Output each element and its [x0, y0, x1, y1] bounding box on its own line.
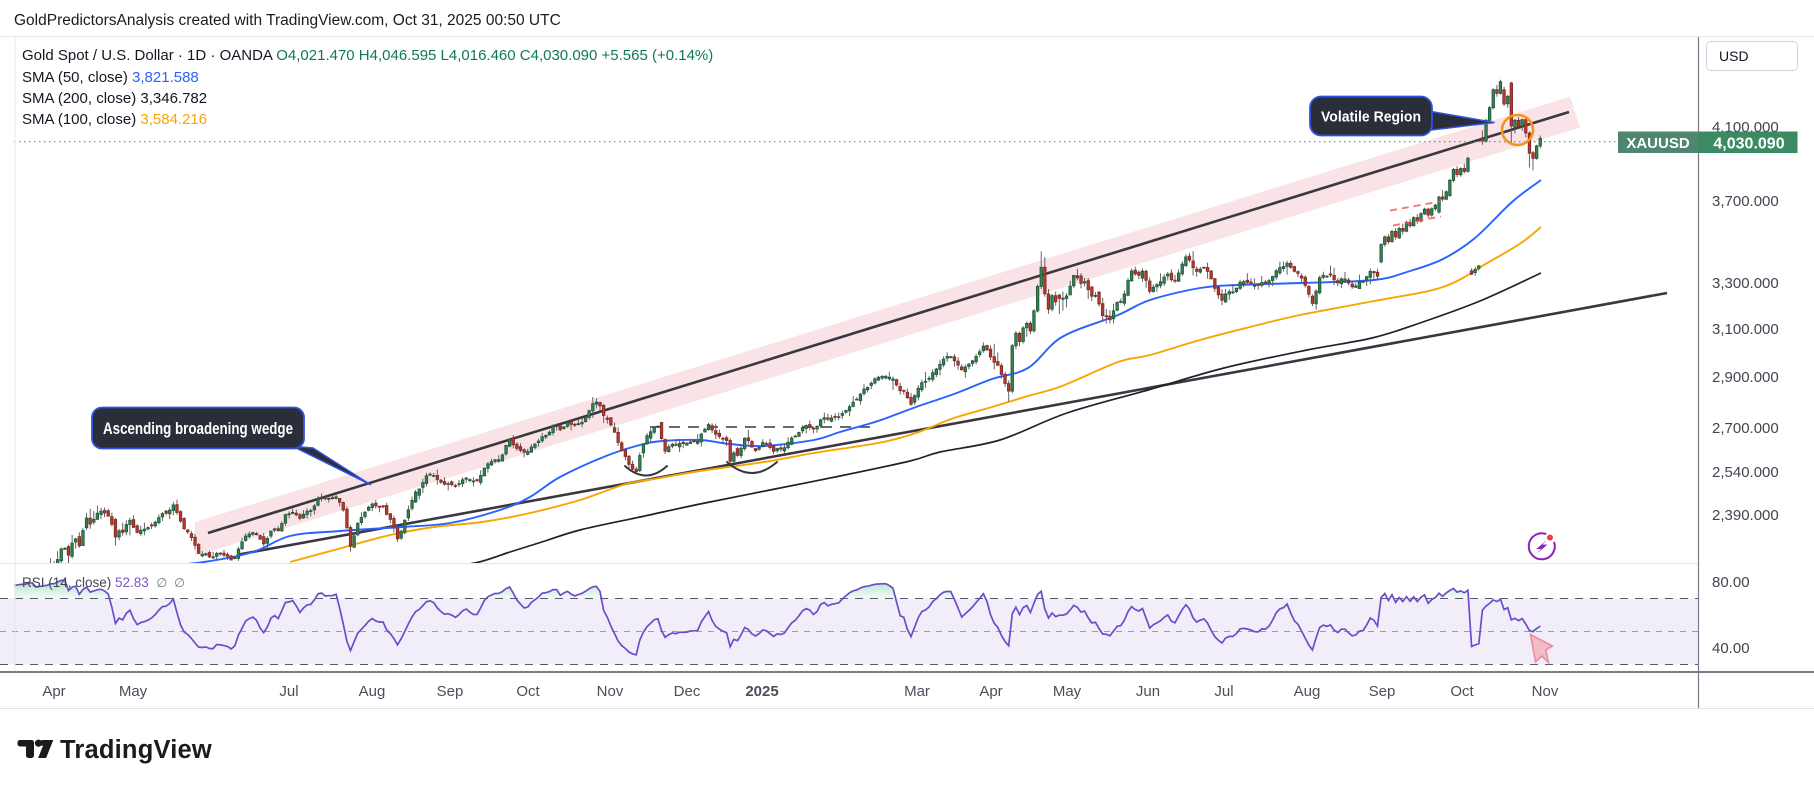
svg-text:Jul: Jul — [1214, 683, 1233, 700]
svg-text:TradingView: TradingView — [60, 736, 212, 764]
svg-text:Jul: Jul — [279, 683, 298, 700]
svg-text:3,700.000: 3,700.000 — [1712, 193, 1779, 210]
svg-text:SMA (200, close) 3,346.782: SMA (200, close) 3,346.782 — [22, 90, 207, 107]
svg-text:SMA (50, close) 3,821.588: SMA (50, close) 3,821.588 — [22, 69, 199, 86]
svg-text:40.00: 40.00 — [1712, 640, 1750, 657]
svg-text:GoldPredictorsAnalysis created: GoldPredictorsAnalysis created with Trad… — [14, 12, 561, 29]
svg-text:2,390.000: 2,390.000 — [1712, 507, 1779, 524]
svg-text:3,300.000: 3,300.000 — [1712, 275, 1779, 292]
svg-text:XAUUSD: XAUUSD — [1626, 135, 1690, 152]
svg-text:May: May — [119, 683, 148, 700]
svg-text:RSI (14, close) 52.83 ∅ ∅: RSI (14, close) 52.83 ∅ ∅ — [22, 575, 185, 590]
svg-text:2,700.000: 2,700.000 — [1712, 420, 1779, 437]
svg-text:Dec: Dec — [674, 683, 701, 700]
svg-text:Nov: Nov — [597, 683, 624, 700]
svg-text:Jun: Jun — [1136, 683, 1160, 700]
svg-text:Nov: Nov — [1532, 683, 1559, 700]
svg-text:USD: USD — [1719, 48, 1749, 64]
svg-text:80.00: 80.00 — [1712, 574, 1750, 591]
svg-text:3,100.000: 3,100.000 — [1712, 321, 1779, 338]
svg-text:Gold Spot / U.S. Dollar · 1D ·: Gold Spot / U.S. Dollar · 1D · OANDA O4,… — [22, 47, 713, 64]
svg-text:Aug: Aug — [359, 683, 386, 700]
svg-text:2,900.000: 2,900.000 — [1712, 369, 1779, 386]
svg-text:Apr: Apr — [979, 683, 1002, 700]
svg-text:Sep: Sep — [437, 683, 464, 700]
svg-text:Aug: Aug — [1294, 683, 1321, 700]
svg-text:Apr: Apr — [42, 683, 65, 700]
svg-text:2,540.000: 2,540.000 — [1712, 464, 1779, 481]
svg-text:Ascending broadening wedge: Ascending broadening wedge — [103, 419, 293, 438]
svg-text:Volatile Region: Volatile Region — [1321, 110, 1421, 126]
svg-text:2025: 2025 — [745, 683, 778, 700]
svg-text:Oct: Oct — [1450, 683, 1474, 700]
svg-text:4,030.090: 4,030.090 — [1713, 136, 1784, 153]
svg-text:Oct: Oct — [516, 683, 540, 700]
svg-text:SMA (100, close) 3,584.216: SMA (100, close) 3,584.216 — [22, 111, 207, 128]
svg-text:Sep: Sep — [1369, 683, 1396, 700]
svg-text:May: May — [1053, 683, 1082, 700]
svg-text:Mar: Mar — [904, 683, 930, 700]
